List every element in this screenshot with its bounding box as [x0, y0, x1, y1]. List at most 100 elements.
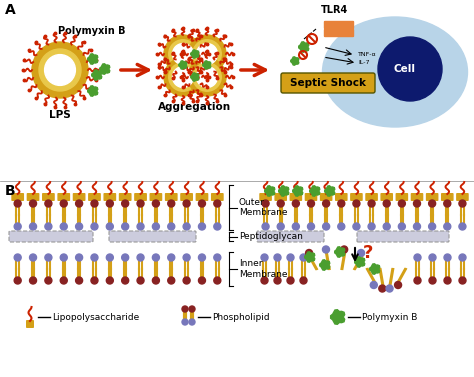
Text: Inner
Membrane: Inner Membrane — [239, 259, 288, 279]
Polygon shape — [264, 186, 275, 196]
Circle shape — [45, 200, 52, 207]
Circle shape — [323, 223, 329, 230]
Circle shape — [429, 254, 436, 261]
Circle shape — [306, 250, 312, 256]
Circle shape — [214, 200, 221, 207]
Circle shape — [429, 277, 436, 284]
Circle shape — [60, 254, 67, 261]
Circle shape — [262, 200, 269, 207]
FancyBboxPatch shape — [320, 194, 332, 200]
Circle shape — [183, 200, 190, 207]
Circle shape — [39, 49, 81, 91]
Text: ?: ? — [363, 244, 374, 262]
Circle shape — [106, 223, 113, 230]
Circle shape — [287, 254, 294, 261]
FancyBboxPatch shape — [165, 194, 177, 200]
Polygon shape — [88, 86, 98, 96]
Polygon shape — [330, 310, 345, 324]
Circle shape — [153, 200, 159, 207]
Polygon shape — [92, 70, 102, 80]
Circle shape — [199, 277, 205, 284]
Circle shape — [45, 277, 52, 284]
Circle shape — [378, 37, 442, 101]
Circle shape — [199, 200, 205, 207]
FancyBboxPatch shape — [89, 194, 100, 200]
Circle shape — [287, 277, 294, 284]
Polygon shape — [100, 64, 110, 74]
Circle shape — [353, 223, 360, 230]
Circle shape — [197, 44, 218, 64]
Circle shape — [383, 200, 390, 207]
Circle shape — [189, 319, 195, 325]
Text: A: A — [5, 3, 16, 17]
Circle shape — [193, 40, 221, 68]
Circle shape — [428, 223, 436, 230]
Circle shape — [45, 254, 52, 261]
FancyBboxPatch shape — [305, 194, 317, 200]
FancyBboxPatch shape — [442, 194, 453, 200]
Circle shape — [60, 223, 67, 230]
Circle shape — [300, 277, 307, 284]
Circle shape — [168, 254, 175, 261]
Circle shape — [169, 40, 197, 68]
Circle shape — [153, 277, 159, 284]
Circle shape — [182, 306, 188, 312]
Circle shape — [308, 200, 315, 207]
Circle shape — [214, 277, 221, 284]
Circle shape — [338, 223, 345, 230]
Circle shape — [14, 223, 21, 230]
Circle shape — [183, 254, 190, 261]
Circle shape — [459, 277, 466, 284]
Circle shape — [398, 200, 405, 207]
FancyBboxPatch shape — [257, 231, 324, 242]
Circle shape — [277, 200, 284, 207]
Circle shape — [168, 223, 175, 230]
Text: Lipopolysaccharide: Lipopolysaccharide — [52, 313, 139, 322]
Polygon shape — [335, 247, 345, 257]
Circle shape — [357, 250, 365, 256]
Circle shape — [153, 223, 159, 230]
Circle shape — [341, 246, 347, 253]
Polygon shape — [293, 186, 303, 196]
Circle shape — [214, 223, 221, 230]
Circle shape — [274, 254, 281, 261]
FancyBboxPatch shape — [427, 194, 438, 200]
FancyBboxPatch shape — [290, 194, 301, 200]
Circle shape — [413, 200, 420, 207]
Circle shape — [322, 246, 329, 253]
FancyBboxPatch shape — [196, 194, 208, 200]
Circle shape — [193, 63, 221, 91]
FancyBboxPatch shape — [212, 194, 223, 200]
Circle shape — [188, 58, 226, 96]
Circle shape — [122, 277, 128, 284]
Circle shape — [383, 223, 390, 230]
Polygon shape — [370, 264, 380, 274]
Circle shape — [292, 200, 300, 207]
FancyBboxPatch shape — [336, 194, 347, 200]
Circle shape — [29, 277, 36, 284]
Circle shape — [91, 254, 98, 261]
Circle shape — [168, 200, 175, 207]
Circle shape — [182, 319, 188, 325]
FancyBboxPatch shape — [58, 194, 69, 200]
Circle shape — [459, 200, 466, 207]
Circle shape — [394, 282, 401, 288]
FancyBboxPatch shape — [27, 321, 33, 327]
Circle shape — [386, 285, 393, 292]
Circle shape — [323, 200, 329, 207]
Circle shape — [122, 223, 128, 230]
Circle shape — [308, 223, 315, 230]
Text: Phospholipid: Phospholipid — [212, 313, 270, 322]
Circle shape — [14, 277, 21, 284]
Circle shape — [444, 200, 451, 207]
Circle shape — [169, 63, 197, 91]
Text: B: B — [5, 184, 16, 198]
FancyBboxPatch shape — [411, 194, 423, 200]
Polygon shape — [299, 42, 309, 52]
FancyBboxPatch shape — [381, 194, 392, 200]
FancyBboxPatch shape — [119, 194, 131, 200]
Polygon shape — [291, 57, 299, 65]
Circle shape — [368, 200, 375, 207]
Polygon shape — [203, 61, 211, 69]
Circle shape — [188, 35, 226, 73]
